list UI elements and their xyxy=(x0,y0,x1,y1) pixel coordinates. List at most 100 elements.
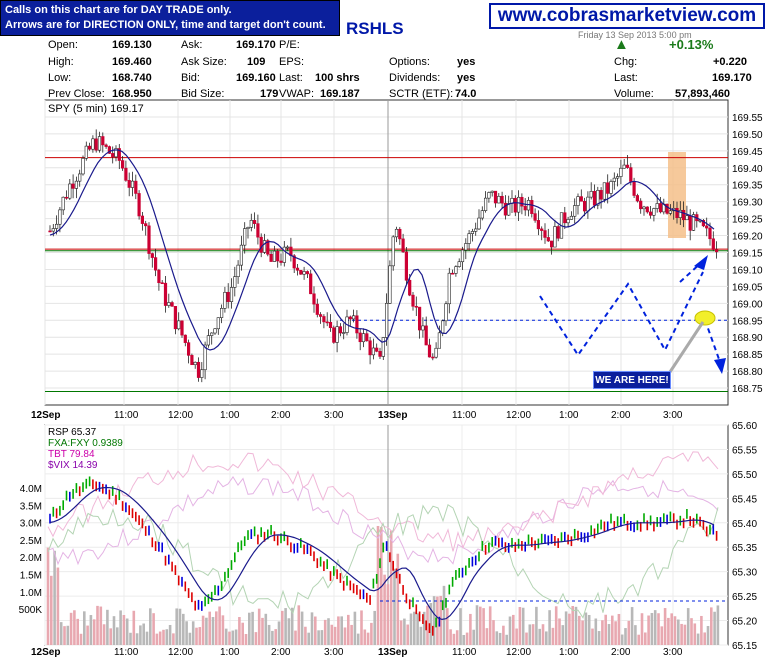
candle-body xyxy=(619,167,623,177)
candle-body xyxy=(427,344,432,358)
volume-bar xyxy=(53,550,56,645)
rsp-x-tick-label: 12Sep xyxy=(31,647,60,658)
volume-bar xyxy=(132,610,136,645)
volume-bar xyxy=(597,631,601,645)
volume-bar xyxy=(201,615,205,645)
candle-body xyxy=(530,200,534,214)
volume-bar xyxy=(284,608,287,645)
website-link[interactable]: www.cobrasmarketview.com xyxy=(489,3,765,29)
last-shares-value: 100 shrs xyxy=(315,72,360,84)
rsp-panel: 65.60 65.55 65.50 65.45 65.40 65.35 65.30 65.25… xyxy=(19,421,758,658)
candle-body xyxy=(88,145,92,150)
candle-body xyxy=(714,249,719,253)
open-label: Open: xyxy=(48,39,78,51)
candle-body xyxy=(332,327,336,343)
rsp-y-tick-label: 65.15 xyxy=(732,641,757,652)
volume-bar xyxy=(389,530,393,645)
volume-bar xyxy=(264,613,268,645)
candle-body xyxy=(361,333,366,343)
candle-body xyxy=(705,225,709,229)
volume-bar xyxy=(531,624,535,645)
volume-bar xyxy=(650,612,654,645)
candle-body xyxy=(187,342,191,356)
volume-bar xyxy=(686,608,690,645)
volume-bar xyxy=(670,613,673,645)
volume-bar xyxy=(634,625,637,645)
volume-bar xyxy=(581,620,584,645)
volume-bar xyxy=(323,619,327,645)
volume-bar xyxy=(69,612,73,645)
candle-body xyxy=(437,332,442,349)
price-x-ticks: 12Sep 11:00 12:00 1:00 2:00 3:00 13Sep 11:00 12:… xyxy=(31,410,683,421)
volume-bar xyxy=(76,618,79,645)
price-y-tick-label: 169.10 xyxy=(732,265,763,276)
moving-average-line xyxy=(49,149,715,351)
volume-bar xyxy=(558,618,561,645)
projection-up-line xyxy=(679,261,703,283)
candle-body xyxy=(391,236,395,267)
candle-body xyxy=(348,316,352,320)
volume-bar xyxy=(574,606,578,645)
volume-bar xyxy=(515,628,518,645)
candle-body xyxy=(163,282,168,306)
volume-bar xyxy=(116,627,119,645)
price-x-tick-label: 1:00 xyxy=(559,410,579,421)
candle-body xyxy=(441,320,445,334)
rsp-x-tick-label: 1:00 xyxy=(220,647,240,658)
price-y-tick-label: 169.55 xyxy=(732,113,763,124)
candle-body xyxy=(220,308,224,318)
bid-value: 169.160 xyxy=(236,72,276,84)
candle-body xyxy=(203,344,207,371)
volume-bar xyxy=(591,628,594,645)
volume-bar xyxy=(119,610,122,645)
volume-bar xyxy=(535,606,538,645)
candle-body xyxy=(154,257,158,271)
volume-bar xyxy=(343,627,347,645)
candle-body xyxy=(629,167,633,182)
volume-bar xyxy=(277,621,281,645)
volume-bar xyxy=(386,584,390,645)
volume-bar xyxy=(657,613,660,645)
high-value: 169.460 xyxy=(112,56,152,68)
volume-bar xyxy=(129,632,132,645)
candle-body xyxy=(546,237,550,242)
rsp-x-tick-label: 12:00 xyxy=(506,647,531,658)
candle-body xyxy=(586,196,590,212)
here-pointer-line xyxy=(666,321,705,376)
ask-size-value: 109 xyxy=(247,56,266,68)
rsp-x-ticks: 12Sep 11:00 12:00 1:00 2:00 3:00 13Sep 11:00 12:… xyxy=(31,647,683,658)
volume-y-tick-label: 3.5M xyxy=(20,501,42,512)
candle-body xyxy=(266,240,270,255)
volume-bar xyxy=(149,608,152,645)
volume-bar xyxy=(254,632,258,645)
volume-bar xyxy=(300,611,304,645)
candle-body xyxy=(259,236,263,253)
candle-body xyxy=(117,148,121,161)
ticker-fragment: RSHLS xyxy=(346,19,404,38)
rsp-y-tick-label: 65.50 xyxy=(732,470,757,481)
volume-y-tick-label: 1.5M xyxy=(20,571,42,582)
volume-bar xyxy=(396,553,400,645)
legend-tbt: TBT 79.84 xyxy=(48,449,95,460)
candle-body xyxy=(480,210,484,219)
volume-y-tick-label: 2.5M xyxy=(20,536,42,547)
volume-bar xyxy=(125,618,129,645)
candle-body xyxy=(474,228,478,232)
volume-bar xyxy=(416,613,419,645)
candle-body xyxy=(328,321,333,329)
volume-bar xyxy=(462,634,466,645)
volume-bar xyxy=(261,617,264,645)
candle-body xyxy=(213,328,217,334)
candle-body xyxy=(368,340,372,356)
candle-body xyxy=(292,255,296,269)
volume-bar xyxy=(472,629,475,645)
candle-body xyxy=(513,197,517,213)
volume-bar xyxy=(673,616,677,645)
candle-body xyxy=(711,238,715,250)
price-x-tick-label: 13Sep xyxy=(378,410,407,421)
price-panel-title: SPY (5 min) 169.17 xyxy=(48,103,144,115)
volume-bar xyxy=(696,633,700,645)
volume-bar xyxy=(432,596,436,645)
candle-body xyxy=(691,214,696,231)
candle-body xyxy=(170,302,174,307)
